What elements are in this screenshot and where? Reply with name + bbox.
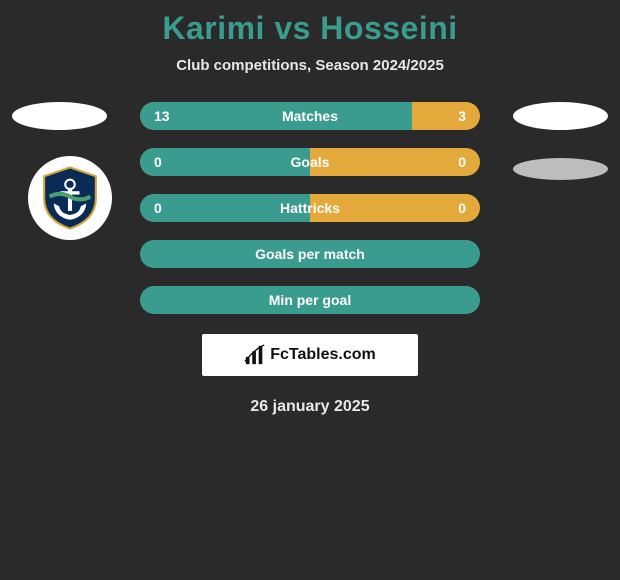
- fctables-badge: FcTables.com: [202, 334, 418, 376]
- stat-label: Hattricks: [140, 200, 480, 216]
- bar-chart-icon: [244, 344, 266, 366]
- stat-row: 133Matches: [140, 102, 480, 130]
- stat-row: 00Goals: [140, 148, 480, 176]
- player-right-club-placeholder: [513, 158, 608, 180]
- stat-label: Matches: [140, 108, 480, 124]
- date-label: 26 january 2025: [0, 398, 620, 416]
- anchor-shield-icon: [36, 164, 104, 232]
- stat-row: Min per goal: [140, 286, 480, 314]
- stat-row: Goals per match: [140, 240, 480, 268]
- stat-row: 00Hattricks: [140, 194, 480, 222]
- stat-bars: 133Matches 00Goals 00Hattricks Goals per ma…: [140, 102, 480, 332]
- page-title: Karimi vs Hosseini: [0, 0, 620, 47]
- player-right-avatar-placeholder: [513, 102, 608, 130]
- fctables-label: FcTables.com: [270, 346, 376, 364]
- page-subtitle: Club competitions, Season 2024/2025: [0, 57, 620, 74]
- stat-label: Goals: [140, 154, 480, 170]
- player-left-club-logo: [28, 156, 112, 240]
- player-left-avatar-placeholder: [12, 102, 107, 130]
- stat-label: Min per goal: [140, 292, 480, 308]
- stat-label: Goals per match: [140, 246, 480, 262]
